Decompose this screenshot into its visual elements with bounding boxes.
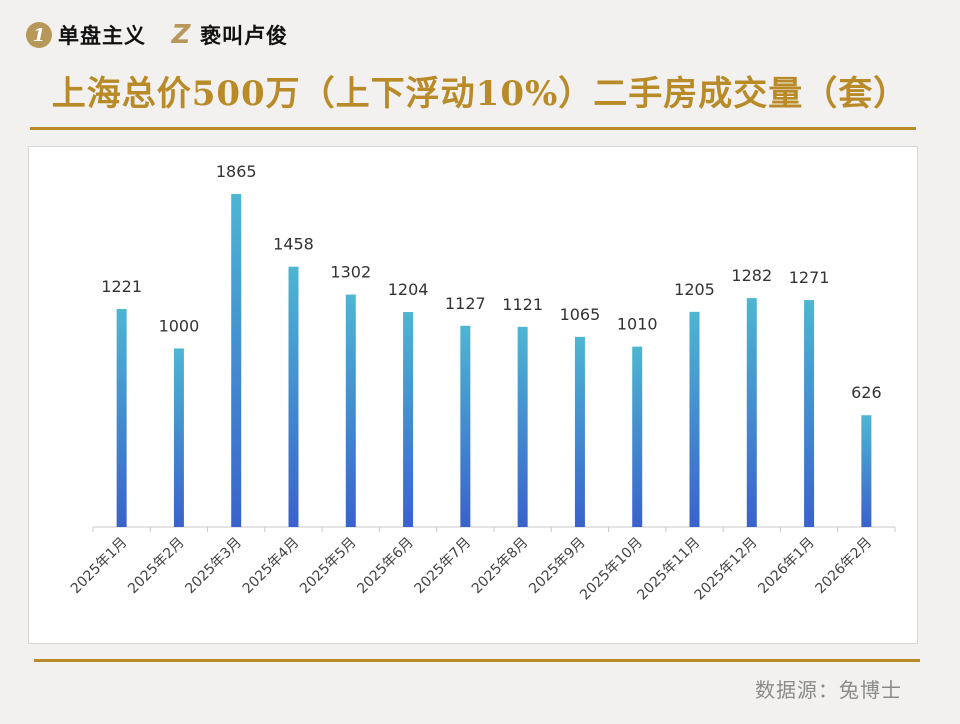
- bar-chart: 1221 2025年1月 1000 2025年2月 1865 2025年3月 1458 202…: [68, 162, 896, 603]
- brand-z-logo-icon: Z: [171, 20, 191, 50]
- bar-10: [632, 346, 643, 527]
- footer-divider: [34, 659, 920, 662]
- bar-2: [173, 348, 184, 527]
- bar-14: [861, 415, 872, 527]
- bar-8: [517, 326, 528, 527]
- data-label-4: 1458: [273, 235, 314, 254]
- data-label-8: 1121: [502, 295, 543, 314]
- source-label: 数据源：兔博士: [755, 678, 902, 702]
- bar-1: [116, 308, 127, 527]
- bar-12: [746, 298, 757, 527]
- category-label-13: 2026年1月: [755, 535, 818, 598]
- category-label-1: 2025年1月: [68, 535, 131, 598]
- bar-5: [345, 294, 356, 527]
- title-divider: [30, 127, 916, 130]
- bar-3: [231, 194, 242, 527]
- category-label-7: 2025年7月: [412, 535, 475, 598]
- category-label-2: 2025年2月: [125, 535, 188, 598]
- data-label-2: 1000: [159, 316, 200, 335]
- data-label-14: 626: [851, 383, 882, 402]
- data-label-10: 1010: [617, 315, 658, 334]
- bar-6: [403, 312, 414, 527]
- data-label-11: 1205: [674, 280, 715, 299]
- bar-11: [689, 311, 700, 527]
- data-label-1: 1221: [101, 277, 142, 296]
- data-label-3: 1865: [216, 162, 257, 181]
- brand-header: 1 单盘主义 Z 亵叫卢俊: [26, 18, 288, 52]
- brand-name-1: 单盘主义: [58, 24, 146, 48]
- category-label-3: 2025年3月: [182, 535, 245, 598]
- data-label-7: 1127: [445, 294, 486, 313]
- data-label-12: 1282: [731, 266, 772, 285]
- chart-title: 上海总价500万（上下浮动10%）二手房成交量（套）: [51, 74, 909, 114]
- brand-name-2: 亵叫卢俊: [200, 24, 288, 48]
- bar-7: [460, 325, 471, 527]
- category-label-5: 2025年5月: [297, 535, 360, 598]
- bar-4: [288, 266, 299, 527]
- category-label-6: 2025年6月: [354, 535, 417, 598]
- category-label-14: 2026年2月: [813, 535, 876, 598]
- bar-13: [804, 300, 815, 527]
- data-label-9: 1065: [560, 305, 601, 324]
- brand-logo-icon: 1: [26, 22, 52, 48]
- bar-9: [574, 336, 585, 527]
- category-label-9: 2025年9月: [526, 535, 589, 598]
- category-label-8: 2025年8月: [469, 535, 532, 598]
- category-label-4: 2025年4月: [240, 535, 303, 598]
- data-label-5: 1302: [330, 263, 371, 282]
- chart-panel: 1221 2025年1月 1000 2025年2月 1865 2025年3月 1458 202…: [28, 146, 918, 644]
- data-label-13: 1271: [789, 268, 830, 287]
- data-label-6: 1204: [388, 280, 429, 299]
